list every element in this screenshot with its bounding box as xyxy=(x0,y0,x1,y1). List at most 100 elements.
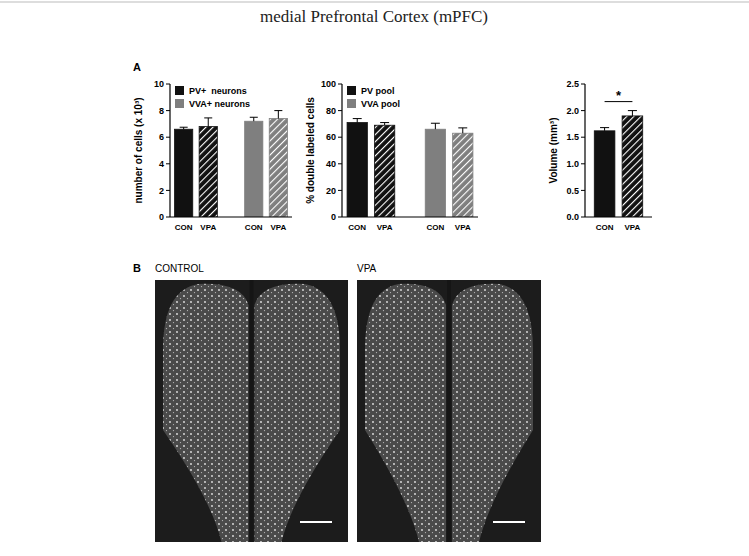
error-stem xyxy=(632,111,633,116)
category-label: VPA xyxy=(377,223,393,232)
y-tick-label: 10 xyxy=(154,79,164,89)
y-tick xyxy=(581,137,585,138)
legend-label: VVA pool xyxy=(361,99,400,109)
y-tick-label: 4 xyxy=(159,159,164,169)
error-bar xyxy=(380,123,389,126)
error-bar xyxy=(458,128,467,133)
midline xyxy=(447,280,451,542)
hemisphere xyxy=(163,284,249,542)
chart: CONVPA0.00.51.01.52.02.5Volume (mm³)* xyxy=(548,79,652,232)
y-tick xyxy=(581,217,585,218)
category-label: CON xyxy=(348,223,366,232)
bar xyxy=(453,133,473,217)
y-tick xyxy=(166,217,170,218)
x-axis xyxy=(170,216,292,217)
hemisphere xyxy=(365,284,446,542)
bars xyxy=(594,111,642,217)
y-axis-title: % double labeled cells xyxy=(305,97,316,204)
image-bg xyxy=(155,280,348,542)
figure: medial Prefrontal Cortex (mPFC)ABCONVPAC… xyxy=(0,0,749,556)
labels: CON VPA CON VPA xyxy=(175,223,287,232)
top-rule xyxy=(0,2,749,3)
x-axis xyxy=(585,216,652,217)
legend-swatch xyxy=(175,99,184,108)
y-tick-label: 2.5 xyxy=(566,79,579,89)
y-tick-label: 0.5 xyxy=(566,186,579,196)
error-stem xyxy=(462,128,463,133)
bars xyxy=(347,119,473,217)
error-bar xyxy=(353,119,362,123)
bar xyxy=(425,129,445,217)
error-stem xyxy=(253,117,254,121)
midline xyxy=(250,280,254,542)
error-cap xyxy=(628,110,637,111)
category-label: VPA xyxy=(200,223,216,232)
y-tick xyxy=(581,110,585,111)
y-tick-label: 20 xyxy=(326,186,336,196)
micrograph: VPA xyxy=(357,263,541,542)
y-tick xyxy=(581,84,585,85)
error-bar xyxy=(274,111,282,119)
error-stem xyxy=(435,123,436,129)
error-bar xyxy=(628,111,637,116)
error-cap xyxy=(204,117,212,118)
category-label: CON xyxy=(245,223,263,232)
error-stem xyxy=(208,118,209,127)
category-label: VPA xyxy=(270,223,286,232)
y-tick xyxy=(166,137,170,138)
significance-star: * xyxy=(616,88,622,103)
error-stem xyxy=(357,119,358,123)
y-tick xyxy=(338,84,342,85)
bar xyxy=(374,125,394,217)
error-cap xyxy=(274,110,282,111)
hemisphere xyxy=(255,284,341,542)
panel-letter: A xyxy=(133,61,141,73)
labels: CON VPA xyxy=(596,223,641,232)
category-label: CON xyxy=(596,223,614,232)
bar xyxy=(347,123,367,217)
error-bar xyxy=(600,128,609,131)
y-tick-label: 60 xyxy=(326,132,336,142)
category-label: CON xyxy=(175,223,193,232)
category-label: VPA xyxy=(624,223,640,232)
image-label: CONTROL xyxy=(155,263,204,274)
bar xyxy=(594,131,615,217)
y-tick xyxy=(338,163,342,164)
error-bar xyxy=(180,127,188,129)
chart: CONVPACONVPA0246810number of cells (x 10… xyxy=(133,79,292,232)
y-tick xyxy=(581,190,585,191)
error-cap xyxy=(180,127,188,128)
bar xyxy=(245,121,263,217)
y-tick xyxy=(338,217,342,218)
bar xyxy=(199,127,217,217)
category-label: VPA xyxy=(455,223,471,232)
y-axis xyxy=(341,84,342,217)
y-axis xyxy=(169,84,170,217)
error-cap xyxy=(250,117,258,118)
bar xyxy=(175,129,193,217)
error-cap xyxy=(380,122,389,123)
y-tick-label: 8 xyxy=(159,106,164,116)
y-tick xyxy=(166,190,170,191)
error-cap xyxy=(353,118,362,119)
error-cap xyxy=(431,123,440,124)
bar xyxy=(269,119,287,217)
y-tick xyxy=(338,137,342,138)
error-bar xyxy=(204,118,212,127)
legend-label: VVA+ neurons xyxy=(189,99,250,109)
y-axis xyxy=(584,84,585,217)
scale-bar xyxy=(300,521,332,523)
error-stem xyxy=(278,111,279,119)
y-tick-label: 2 xyxy=(159,186,164,196)
legend-label: PV pool xyxy=(361,86,395,96)
error-bar xyxy=(431,123,440,129)
legend-swatch xyxy=(347,99,356,108)
legend-swatch xyxy=(347,86,356,95)
error-cap xyxy=(600,127,609,128)
image-label: VPA xyxy=(357,263,377,274)
y-tick-label: 1.5 xyxy=(566,132,579,142)
hemisphere xyxy=(452,284,533,542)
labels: CONVPACONVPA xyxy=(348,223,471,232)
y-tick-label: 0 xyxy=(159,212,164,222)
chart: CONVPACONVPA020406080100% double labeled… xyxy=(305,79,478,232)
